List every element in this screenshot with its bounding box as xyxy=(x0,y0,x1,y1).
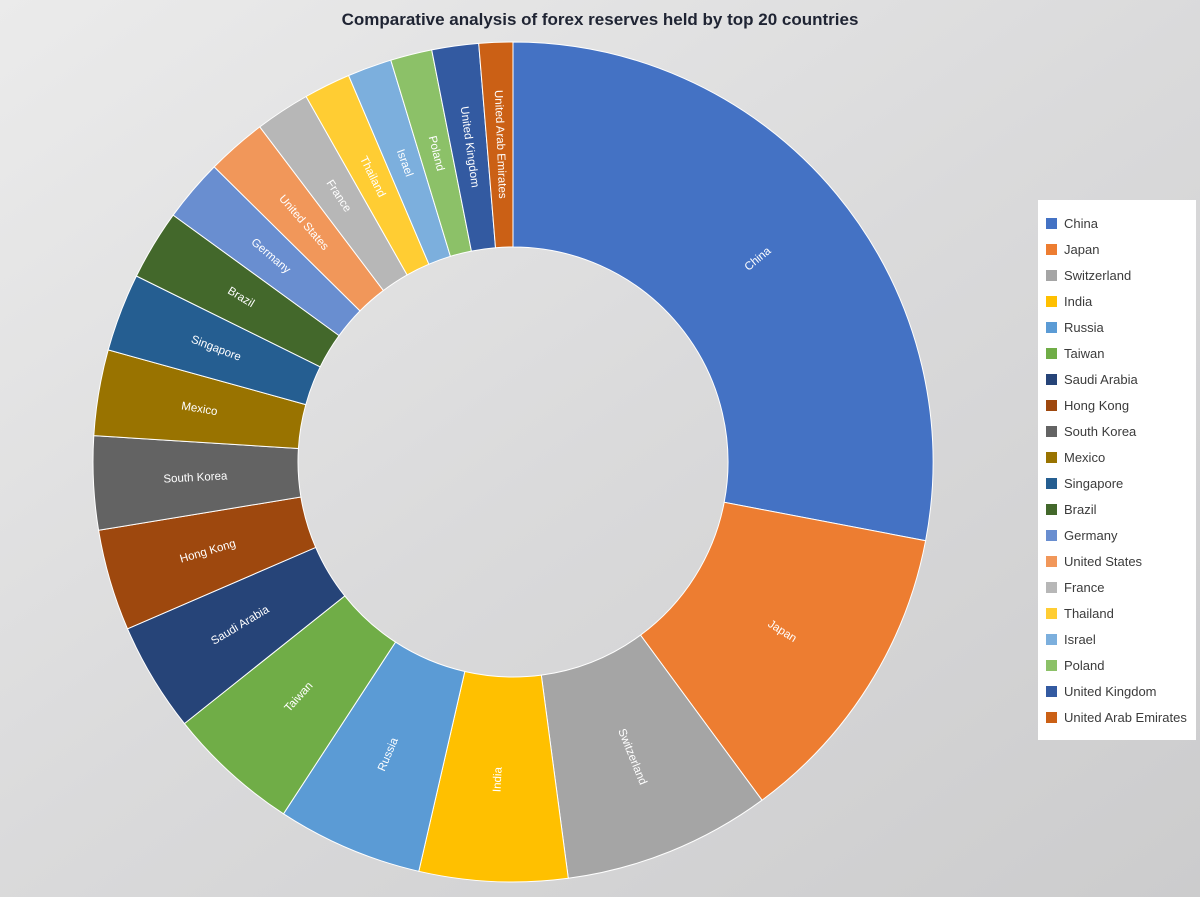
legend-label: Thailand xyxy=(1064,605,1114,621)
legend-item-south-korea: South Korea xyxy=(1046,418,1188,444)
legend-item-switzerland: Switzerland xyxy=(1046,262,1188,288)
legend-item-china: China xyxy=(1046,210,1188,236)
legend-label: Japan xyxy=(1064,241,1100,257)
legend-label: Brazil xyxy=(1064,501,1097,517)
legend-item-india: India xyxy=(1046,288,1188,314)
legend-label: France xyxy=(1064,579,1105,595)
legend-label: Germany xyxy=(1064,527,1118,543)
legend-label: United Arab Emirates xyxy=(1064,709,1187,725)
legend-label: China xyxy=(1064,215,1098,231)
slice-label-united-arab-emirates: United Arab Emirates xyxy=(492,90,508,199)
legend-swatch-china xyxy=(1046,217,1057,229)
legend-label: South Korea xyxy=(1064,423,1137,439)
legend-item-taiwan: Taiwan xyxy=(1046,340,1188,366)
legend-item-thailand: Thailand xyxy=(1046,600,1188,626)
legend-label: United Kingdom xyxy=(1064,683,1157,699)
legend-label: United States xyxy=(1064,553,1143,569)
legend-label: Israel xyxy=(1064,631,1096,647)
legend-swatch-south-korea xyxy=(1046,425,1057,437)
legend-label: Hong Kong xyxy=(1064,397,1130,413)
legend-swatch-israel xyxy=(1046,633,1057,645)
legend-item-france: France xyxy=(1046,574,1188,600)
legend-item-united-arab-emirates: United Arab Emirates xyxy=(1046,704,1188,730)
legend-swatch-mexico xyxy=(1046,451,1057,463)
legend-swatch-thailand xyxy=(1046,607,1057,619)
legend-swatch-saudi-arabia xyxy=(1046,373,1057,385)
legend-label: Taiwan xyxy=(1064,345,1105,361)
legend-item-hong-kong: Hong Kong xyxy=(1046,392,1188,418)
legend-label: Switzerland xyxy=(1064,267,1132,283)
donut-slice-united-arab-emirates xyxy=(478,41,514,249)
chart-title: Comparative analysis of forex reserves h… xyxy=(341,10,859,29)
slice-label-south-korea: South Korea xyxy=(163,470,228,485)
legend-swatch-india xyxy=(1046,295,1057,307)
legend-item-japan: Japan xyxy=(1046,236,1188,262)
legend-item-mexico: Mexico xyxy=(1046,444,1188,470)
legend-swatch-japan xyxy=(1046,243,1057,255)
legend-item-saudi-arabia: Saudi Arabia xyxy=(1046,366,1188,392)
legend-swatch-germany xyxy=(1046,529,1057,541)
legend-item-brazil: Brazil xyxy=(1046,496,1188,522)
chart-legend: China Japan Switzerland India Russia Taiwan Sa… xyxy=(1038,200,1196,740)
legend-item-russia: Russia xyxy=(1046,314,1188,340)
legend-swatch-united-arab-emirates xyxy=(1046,711,1057,723)
legend-swatch-united-states xyxy=(1046,555,1057,567)
legend-label: Singapore xyxy=(1064,475,1124,491)
legend-swatch-switzerland xyxy=(1046,269,1057,281)
slice-label-mexico: Mexico xyxy=(180,400,218,418)
legend-swatch-brazil xyxy=(1046,503,1057,515)
legend-label: India xyxy=(1064,293,1093,309)
legend-item-israel: Israel xyxy=(1046,626,1188,652)
legend-label: Poland xyxy=(1064,657,1105,673)
legend-label: Russia xyxy=(1064,319,1104,335)
legend-swatch-hong-kong xyxy=(1046,399,1057,411)
legend-item-poland: Poland xyxy=(1046,652,1188,678)
legend-item-united-states: United States xyxy=(1046,548,1188,574)
legend-swatch-taiwan xyxy=(1046,347,1057,359)
legend-item-germany: Germany xyxy=(1046,522,1188,548)
legend-swatch-poland xyxy=(1046,659,1057,671)
legend-label: Saudi Arabia xyxy=(1064,371,1138,387)
donut-slice-japan xyxy=(639,501,927,801)
legend-item-singapore: Singapore xyxy=(1046,470,1188,496)
legend-swatch-france xyxy=(1046,581,1057,593)
legend-item-united-kingdom: United Kingdom xyxy=(1046,678,1188,704)
legend-swatch-russia xyxy=(1046,321,1057,333)
legend-swatch-singapore xyxy=(1046,477,1057,489)
legend-swatch-united-kingdom xyxy=(1046,685,1057,697)
donut-slice-china xyxy=(512,41,934,542)
slice-label-india: India xyxy=(491,766,504,792)
legend-label: Mexico xyxy=(1064,449,1106,465)
